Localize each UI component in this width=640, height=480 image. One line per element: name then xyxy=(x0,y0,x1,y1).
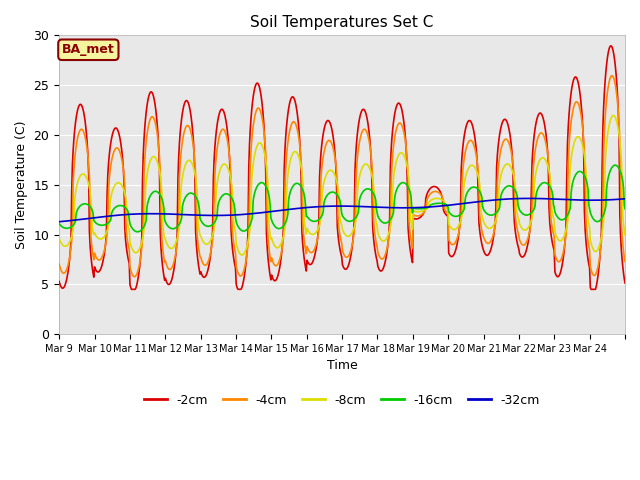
-32cm xyxy=(432,204,440,209)
-4cm xyxy=(433,189,441,194)
-8cm xyxy=(255,141,262,146)
-8cm xyxy=(122,194,129,200)
-8cm xyxy=(55,235,63,241)
-8cm xyxy=(621,232,629,238)
-32cm xyxy=(226,212,234,218)
-32cm xyxy=(401,205,408,211)
-16cm xyxy=(55,221,63,227)
-16cm xyxy=(433,201,441,206)
Text: BA_met: BA_met xyxy=(62,43,115,56)
-4cm xyxy=(621,259,629,264)
-32cm xyxy=(525,195,533,201)
Line: -8cm: -8cm xyxy=(59,115,625,255)
Title: Soil Temperatures Set C: Soil Temperatures Set C xyxy=(250,15,434,30)
-2cm xyxy=(607,43,615,48)
-8cm xyxy=(401,156,409,161)
-16cm xyxy=(612,162,620,168)
-32cm xyxy=(55,219,63,225)
-16cm xyxy=(621,206,629,212)
-8cm xyxy=(609,112,617,118)
-4cm xyxy=(227,162,234,168)
-16cm xyxy=(134,229,141,235)
-2cm xyxy=(55,278,63,284)
Line: -32cm: -32cm xyxy=(59,198,625,222)
Legend: -2cm, -4cm, -8cm, -16cm, -32cm: -2cm, -4cm, -8cm, -16cm, -32cm xyxy=(139,389,545,411)
Y-axis label: Soil Temperature (C): Soil Temperature (C) xyxy=(15,120,28,249)
-4cm xyxy=(276,256,284,262)
-32cm xyxy=(621,196,629,202)
-2cm xyxy=(276,264,284,270)
Line: -2cm: -2cm xyxy=(59,46,625,289)
-32cm xyxy=(122,212,129,217)
-4cm xyxy=(131,274,138,280)
-4cm xyxy=(401,137,409,143)
-16cm xyxy=(276,226,284,231)
-2cm xyxy=(433,184,441,190)
-2cm xyxy=(127,287,135,292)
-16cm xyxy=(255,182,262,188)
-4cm xyxy=(608,73,616,79)
-2cm xyxy=(227,176,234,181)
-2cm xyxy=(122,237,129,242)
-8cm xyxy=(433,195,441,201)
-8cm xyxy=(276,243,284,249)
Line: -16cm: -16cm xyxy=(59,165,625,232)
-16cm xyxy=(227,193,234,199)
-8cm xyxy=(238,252,246,258)
-4cm xyxy=(255,105,262,111)
-4cm xyxy=(122,201,129,207)
-8cm xyxy=(226,170,234,176)
-32cm xyxy=(254,210,262,216)
-16cm xyxy=(401,180,409,186)
X-axis label: Time: Time xyxy=(326,360,358,372)
-16cm xyxy=(122,205,129,211)
-2cm xyxy=(621,280,629,286)
-2cm xyxy=(401,132,409,137)
-2cm xyxy=(255,81,262,87)
-4cm xyxy=(55,261,63,267)
Line: -4cm: -4cm xyxy=(59,76,625,277)
-32cm xyxy=(275,208,283,214)
